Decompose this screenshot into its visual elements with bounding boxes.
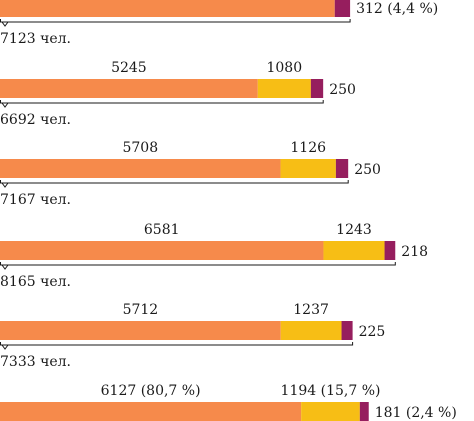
bar-segment-base-row-4 — [0, 241, 324, 260]
total-label-row-4: 8165 чел. — [0, 274, 71, 290]
total-label-row-5: 7333 чел. — [0, 354, 71, 370]
value-label-end-row-5: 225 — [359, 324, 386, 340]
totals-layer: 7123 чел. 6692 чел. 7167 чел. 8165 чел. 7333… — [0, 19, 396, 370]
bar-segment-end-row-2 — [310, 79, 324, 98]
total-label-row-3: 7167 чел. — [0, 192, 71, 208]
value-label-base-row-4: 6581 — [144, 222, 180, 238]
bar-segment-base-row-6 — [0, 402, 302, 421]
total-bracket-row-4 — [0, 262, 396, 270]
bar-segment-base-row-1 — [0, 0, 335, 17]
value-label-base-row-6: 6127 (80,7 %) — [101, 383, 201, 399]
bar-segment-base-row-2 — [0, 79, 258, 98]
value-label-end-row-1: 312 (4,4 %) — [356, 1, 438, 17]
total-bracket-row-2 — [0, 100, 324, 108]
value-label-middle-row-4: 1243 — [336, 222, 372, 238]
total-label-row-1: 7123 чел. — [0, 31, 71, 47]
bars-layer — [0, 0, 396, 421]
bar-segment-end-row-5 — [341, 321, 353, 340]
value-label-base-row-3: 5708 — [122, 140, 158, 156]
bar-segment-end-row-4 — [384, 241, 396, 260]
value-label-base-row-5: 5712 — [123, 302, 159, 318]
total-bracket-row-1 — [0, 19, 351, 27]
labels-layer: 312 (4,4 %) 5245 1080 250 5708 1126 250 6581 124… — [101, 1, 457, 421]
bar-segment-base-row-3 — [0, 159, 281, 178]
total-label-row-2: 6692 чел. — [0, 112, 71, 128]
bar-segment-middle-row-2 — [257, 79, 311, 98]
total-bracket-row-5 — [0, 342, 354, 350]
bar-segment-middle-row-4 — [323, 241, 385, 260]
value-label-middle-row-2: 1080 — [266, 60, 302, 76]
total-bracket-row-3 — [0, 180, 349, 188]
bar-segment-middle-row-3 — [280, 159, 336, 178]
value-label-end-row-3: 250 — [354, 162, 381, 178]
value-label-middle-row-6: 1194 (15,7 %) — [281, 383, 381, 399]
value-label-end-row-2: 250 — [329, 82, 356, 98]
bar-segment-end-row-1 — [334, 0, 351, 17]
bar-segment-end-row-3 — [335, 159, 349, 178]
bar-segment-end-row-6 — [359, 402, 369, 421]
value-label-end-row-6: 181 (2,4 %) — [375, 405, 457, 421]
value-label-base-row-2: 5245 — [111, 60, 147, 76]
bar-segment-middle-row-5 — [280, 321, 342, 340]
value-label-middle-row-3: 1126 — [290, 140, 326, 156]
bar-segment-base-row-5 — [0, 321, 281, 340]
value-label-end-row-4: 218 — [401, 244, 428, 260]
bar-segment-middle-row-6 — [301, 402, 360, 421]
value-label-middle-row-5: 1237 — [293, 302, 329, 318]
